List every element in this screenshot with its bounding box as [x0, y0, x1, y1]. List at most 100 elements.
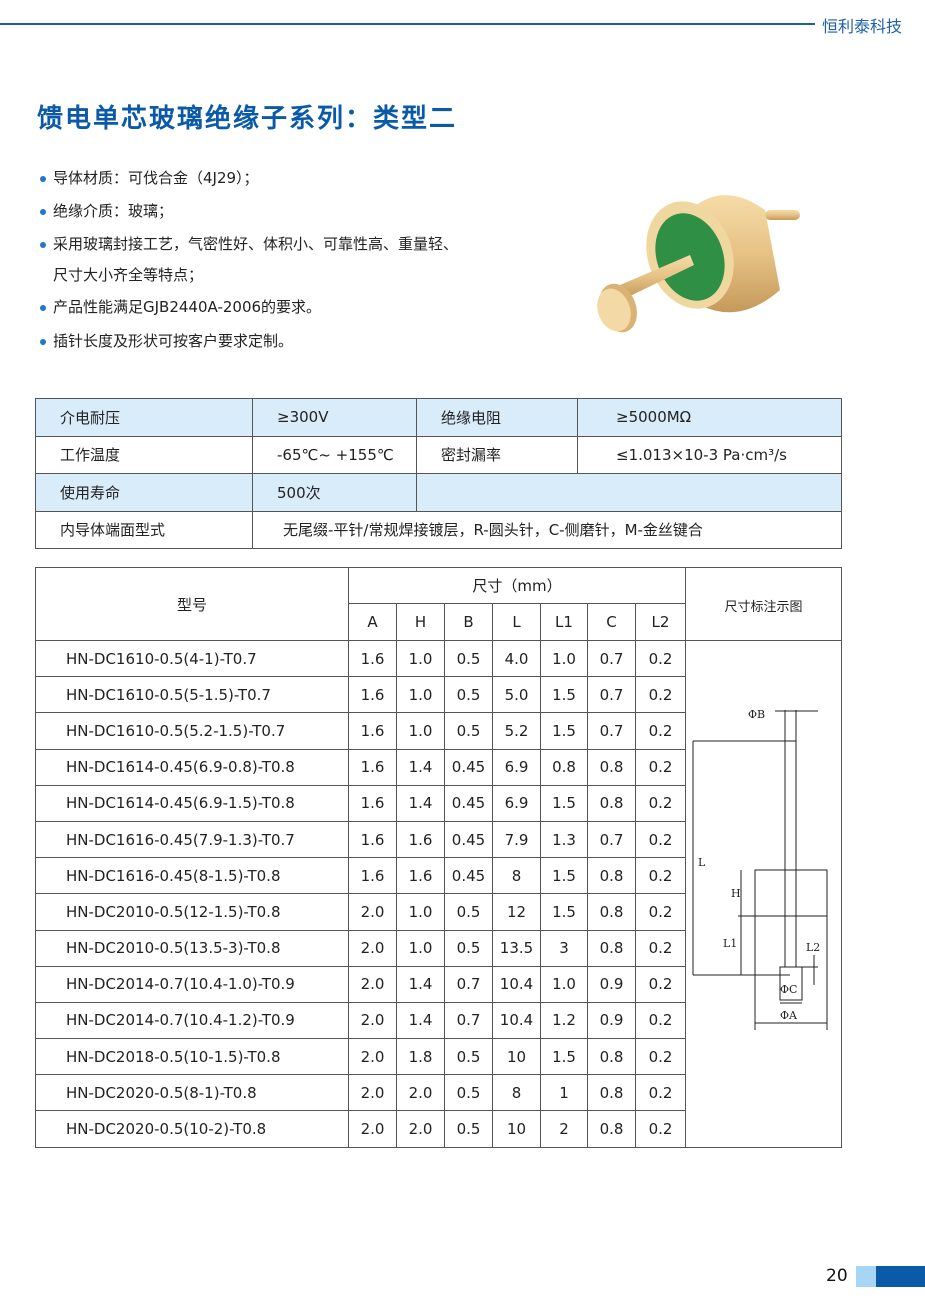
bullet-item: 采用玻璃封接工艺，气密性好、体积小、可靠性高、重量轻、 — [40, 233, 458, 254]
dimension-cell: 1.2 — [540, 1001, 588, 1040]
bullet-text: 尺寸大小齐全等特点； — [53, 266, 204, 284]
column-header: H — [396, 603, 445, 641]
dimension-cell: 0.2 — [635, 1038, 686, 1076]
bullet-icon — [40, 304, 46, 311]
dimension-cell: 0.7 — [587, 639, 636, 678]
table-row: HN-DC2018-0.5(10-1.5)-T0.8 2.0 1.8 0.5 10 1.5… — [35, 1038, 842, 1076]
bullet-item: 绝缘介质：玻璃； — [40, 200, 173, 221]
spec-label: 使用寿命 — [35, 473, 253, 512]
table-row: HN-DC1616-0.45(8-1.5)-T0.8 1.6 1.6 0.45 8 1.5… — [35, 857, 842, 895]
dimension-table: 型号 尺寸（mm） 尺寸标注示图 A H B L L1 C L2 HN-DC1610-0.5… — [35, 567, 842, 1148]
dimension-cell: 0.8 — [587, 748, 636, 786]
dimension-cell: 8 — [492, 857, 541, 895]
dimension-cell: 1.6 — [396, 857, 445, 895]
dimension-cell: 1.6 — [348, 784, 397, 822]
model-cell: HN-DC2014-0.7(10.4-1.2)-T0.9 — [35, 1001, 349, 1040]
spec-value: -65℃~ +155℃ — [252, 435, 417, 474]
model-cell: HN-DC1614-0.45(6.9-1.5)-T0.8 — [35, 784, 349, 822]
dimension-cell: 10 — [492, 1038, 541, 1076]
dimension-cell: 0.5 — [444, 929, 493, 967]
dimension-cell: 8 — [492, 1074, 541, 1112]
dimension-cell: 6.9 — [492, 784, 541, 822]
spec-label: 工作温度 — [35, 435, 253, 474]
dimension-cell: 1.3 — [540, 820, 588, 859]
dimension-cell: 0.5 — [444, 1110, 493, 1148]
bullet-item: 插针长度及形状可按客户要求定制。 — [40, 330, 293, 351]
table-row: HN-DC1610-0.5(5-1.5)-T0.7 1.6 1.0 0.5 5.0 1.5… — [35, 676, 842, 714]
dimension-cell: 2.0 — [348, 1074, 397, 1112]
dimension-cell: 0.5 — [444, 676, 493, 714]
label-phi-b: ΦB — [748, 708, 765, 721]
bullet-item: 产品性能满足GJB2440A-2006的要求。 — [40, 296, 321, 317]
spec-value: ≤1.013×10-3 Pa·cm³/s — [577, 435, 842, 474]
bullet-text: 插针长度及形状可按客户要求定制。 — [53, 332, 294, 350]
dimension-cell: 2.0 — [348, 1001, 397, 1040]
dimension-cell: 0.45 — [444, 784, 493, 822]
dimension-cell: 1.6 — [348, 639, 397, 678]
dimension-cell: 0.2 — [635, 893, 686, 931]
dimension-cell: 0.7 — [587, 820, 636, 859]
spec-row: 内导体端面型式 无尾缀-平针/常规焊接镀层，R-圆头针，C-侧磨针，M-金丝键合 — [35, 510, 842, 549]
product-image — [597, 195, 800, 333]
dimension-cell: 1.0 — [396, 712, 445, 750]
dimension-cell: 1.5 — [540, 1038, 588, 1076]
dimension-cell: 1.4 — [396, 965, 445, 1003]
bullet-item: 尺寸大小齐全等特点； — [53, 264, 203, 285]
spec-label: 介电耐压 — [35, 398, 253, 437]
model-cell: HN-DC1614-0.45(6.9-0.8)-T0.8 — [35, 748, 349, 786]
label-phi-a: ΦA — [780, 1009, 798, 1022]
model-cell: HN-DC1610-0.5(5.2-1.5)-T0.7 — [35, 712, 349, 750]
table-row: HN-DC1614-0.45(6.9-1.5)-T0.8 1.6 1.4 0.45 6.… — [35, 784, 842, 822]
dimension-cell: 2.0 — [348, 929, 397, 967]
label-h: H — [731, 887, 741, 900]
column-header: A — [348, 603, 397, 641]
dimension-cell: 10.4 — [492, 965, 541, 1003]
dimension-cell: 1.0 — [396, 639, 445, 678]
dimension-cell: 2.0 — [348, 1038, 397, 1076]
table-row: HN-DC1614-0.45(6.9-0.8)-T0.8 1.6 1.4 0.45 6.… — [35, 748, 842, 786]
spec-value: 500次 — [252, 473, 417, 512]
diagram-header: 尺寸标注示图 — [685, 567, 842, 641]
dimension-cell: 0.5 — [444, 893, 493, 931]
dimension-cell: 2 — [540, 1110, 588, 1148]
spec-value: 无尾缀-平针/常规焊接镀层，R-圆头针，C-侧磨针，M-金丝键合 — [252, 510, 842, 549]
dimension-cell: 0.5 — [444, 1074, 493, 1112]
dimension-cell: 1.6 — [348, 712, 397, 750]
dimension-cell: 1.0 — [396, 676, 445, 714]
dimension-cell: 0.2 — [635, 1110, 686, 1148]
model-cell: HN-DC1616-0.45(8-1.5)-T0.8 — [35, 857, 349, 895]
dimension-cell: 2.0 — [348, 1110, 397, 1148]
table-row: HN-DC2014-0.7(10.4-1.0)-T0.9 2.0 1.4 0.7 10.… — [35, 965, 842, 1003]
dimension-cell: 0.45 — [444, 748, 493, 786]
dimension-cell: 13.5 — [492, 929, 541, 967]
spec-row: 介电耐压 ≥300V 绝缘电阻 ≥5000MΩ — [35, 398, 842, 437]
dimension-cell: 1.6 — [396, 820, 445, 859]
dimension-cell: 0.8 — [587, 1038, 636, 1076]
model-header: 型号 — [35, 567, 349, 641]
dimension-diagram: ΦB L H L1 L2 ΦC ΦA — [692, 708, 828, 1030]
dimension-cell: 0.9 — [587, 1001, 636, 1040]
dimension-cell: 2.0 — [396, 1074, 445, 1112]
column-header: C — [587, 603, 636, 641]
dimension-cell: 0.2 — [635, 712, 686, 750]
dimension-cell: 0.7 — [587, 712, 636, 750]
dimension-cell: 5.0 — [492, 676, 541, 714]
dimension-cell: 1.0 — [540, 965, 588, 1003]
dimension-header: 尺寸（mm） — [348, 567, 686, 604]
table-row: HN-DC2020-0.5(10-2)-T0.8 2.0 2.0 0.5 10 2 0.8 0… — [35, 1110, 842, 1148]
dimension-cell: 5.2 — [492, 712, 541, 750]
label-l1: L1 — [723, 937, 737, 950]
dimension-cell: 0.2 — [635, 784, 686, 822]
dimension-cell: 0.8 — [587, 1074, 636, 1112]
spec-label: 内导体端面型式 — [35, 510, 253, 549]
table-row: HN-DC2014-0.7(10.4-1.2)-T0.9 2.0 1.4 0.7 10.… — [35, 1001, 842, 1040]
spec-value: ≥300V — [252, 398, 417, 437]
dimension-cell: 0.7 — [444, 965, 493, 1003]
dimension-cell: 0.5 — [444, 712, 493, 750]
table-row: HN-DC1610-0.5(4-1)-T0.7 1.6 1.0 0.5 4.0 1.0 0.… — [35, 639, 842, 1148]
column-header: L — [492, 603, 541, 641]
dimension-cell: 1.6 — [348, 748, 397, 786]
bullet-icon — [40, 338, 46, 345]
table-row: HN-DC1610-0.5(5.2-1.5)-T0.7 1.6 1.0 0.5 5.2 1… — [35, 712, 842, 750]
diagram-cell — [685, 640, 842, 1148]
